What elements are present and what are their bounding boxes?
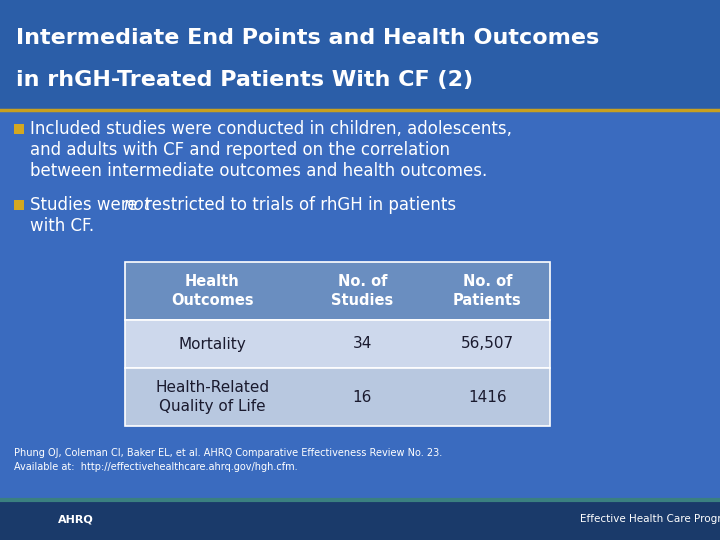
Text: AHRQ: AHRQ <box>58 514 94 524</box>
Text: 16: 16 <box>353 389 372 404</box>
Text: 34: 34 <box>353 336 372 352</box>
Bar <box>125 320 550 368</box>
Bar <box>0 0 720 110</box>
Text: Mortality: Mortality <box>179 336 246 352</box>
Bar <box>125 262 550 320</box>
Text: with CF.: with CF. <box>30 217 94 235</box>
Text: No. of
Patients: No. of Patients <box>453 274 522 308</box>
Bar <box>0 500 720 540</box>
Text: Health
Outcomes: Health Outcomes <box>171 274 254 308</box>
Text: in rhGH-Treated Patients With CF (2): in rhGH-Treated Patients With CF (2) <box>16 70 473 90</box>
Text: Intermediate End Points and Health Outcomes: Intermediate End Points and Health Outco… <box>16 28 599 48</box>
Bar <box>14 124 24 134</box>
Text: 1416: 1416 <box>468 389 507 404</box>
Text: 56,507: 56,507 <box>461 336 514 352</box>
Text: between intermediate outcomes and health outcomes.: between intermediate outcomes and health… <box>30 162 487 180</box>
Text: No. of
Studies: No. of Studies <box>331 274 394 308</box>
Text: Studies were: Studies were <box>30 196 143 214</box>
Bar <box>14 200 24 210</box>
Text: Phung OJ, Coleman CI, Baker EL, et al. AHRQ Comparative Effectiveness Review No.: Phung OJ, Coleman CI, Baker EL, et al. A… <box>14 448 442 472</box>
Text: and adults with CF and reported on the correlation: and adults with CF and reported on the c… <box>30 141 450 159</box>
Bar <box>125 368 550 426</box>
Text: Effective Health Care Program: Effective Health Care Program <box>580 514 720 524</box>
Text: not: not <box>124 196 150 214</box>
Text: restricted to trials of rhGH in patients: restricted to trials of rhGH in patients <box>140 196 456 214</box>
Text: Health-Related
Quality of Life: Health-Related Quality of Life <box>156 380 269 414</box>
Text: Included studies were conducted in children, adolescents,: Included studies were conducted in child… <box>30 120 512 138</box>
